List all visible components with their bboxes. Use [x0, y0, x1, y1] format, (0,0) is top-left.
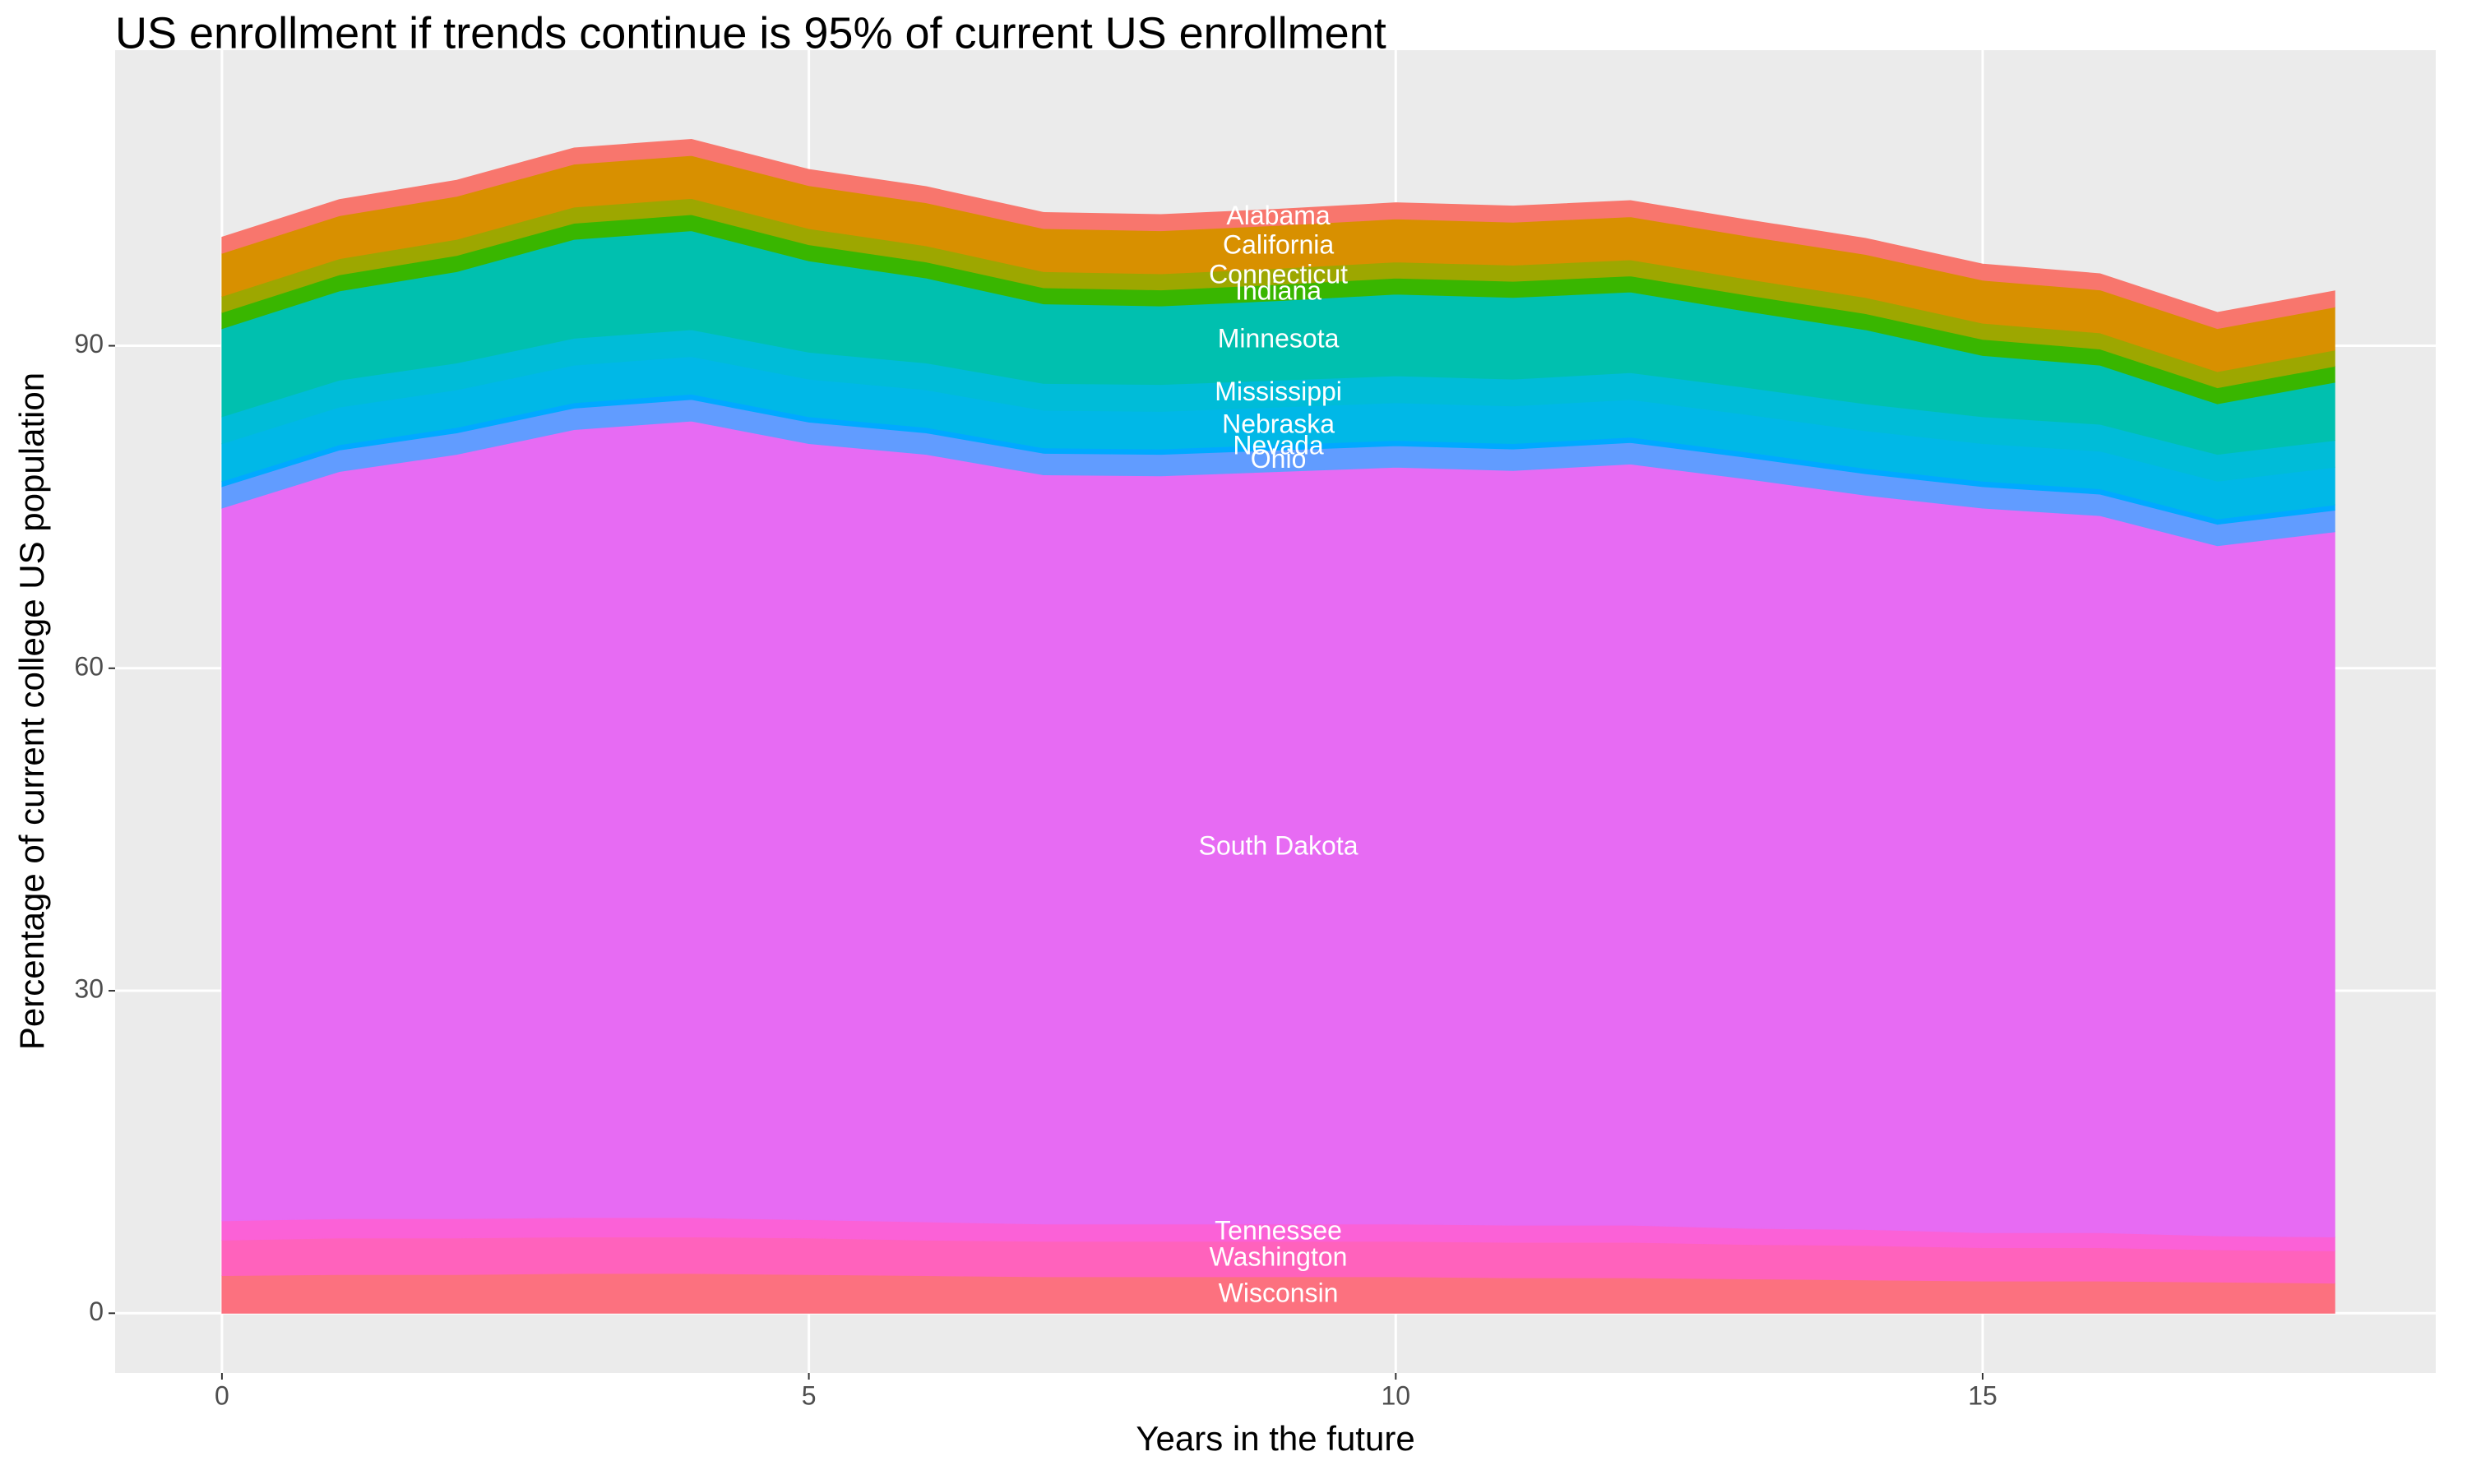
area-label: South Dakota — [1199, 831, 1358, 861]
area — [221, 420, 2335, 1237]
y-tick-label: 30 — [74, 974, 104, 1004]
area-label: Indiana — [1235, 275, 1321, 305]
area-label: Connecticut — [1209, 260, 1348, 289]
y-tick-label: 90 — [74, 329, 104, 358]
area-label: Washington — [1210, 1242, 1348, 1272]
area-label: Alabama — [1226, 201, 1331, 230]
area-label: Nevada — [1233, 431, 1324, 460]
x-axis-title: Years in the future — [1136, 1419, 1414, 1458]
area-label: Nebraska — [1222, 409, 1335, 438]
area-label: Mississippi — [1215, 377, 1342, 406]
area-label: Tennessee — [1215, 1216, 1342, 1246]
x-tick-label: 10 — [1382, 1380, 1411, 1410]
y-axis-title: Percentage of current college US populat… — [12, 372, 51, 1050]
y-tick-label: 60 — [74, 651, 104, 681]
chart-title: US enrollment if trends continue is 95% … — [115, 8, 1386, 58]
x-tick-label: 15 — [1968, 1380, 1997, 1410]
area-label: California — [1223, 230, 1334, 260]
area-label: Wisconsin — [1219, 1278, 1339, 1308]
x-tick-label: 5 — [802, 1380, 817, 1410]
y-tick-label: 0 — [89, 1297, 104, 1326]
area — [221, 139, 2335, 330]
x-tick-label: 0 — [215, 1380, 229, 1410]
area-label: Ohio — [1251, 444, 1307, 474]
area-label: Minnesota — [1218, 323, 1340, 353]
